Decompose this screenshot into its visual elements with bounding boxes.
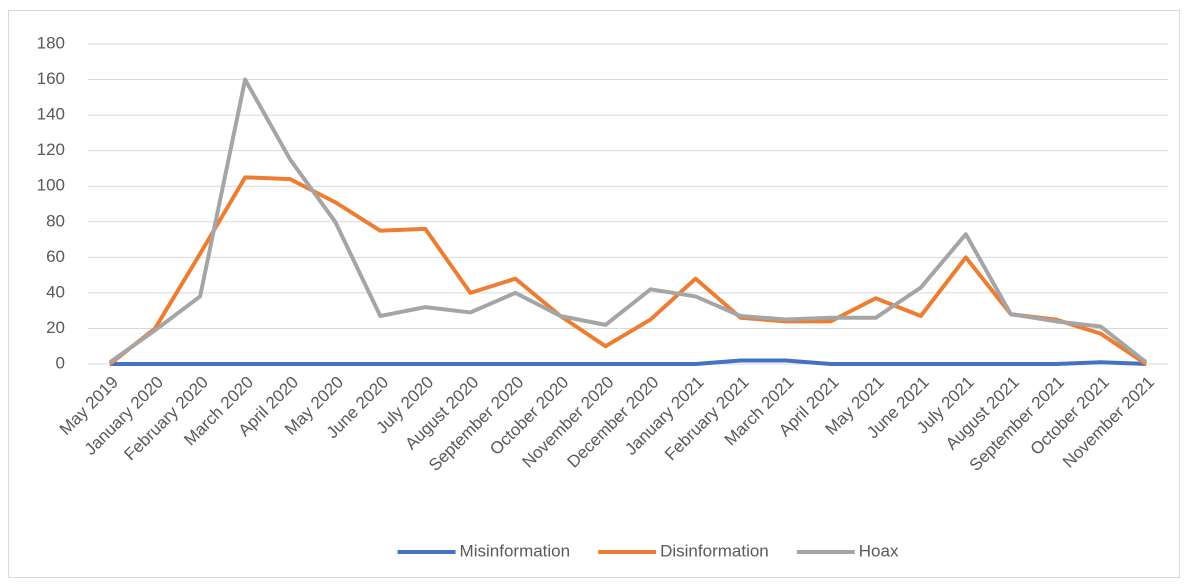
- line-series: [108, 175, 1148, 366]
- chart-border: [8, 10, 1180, 578]
- y-tick-label: 180: [37, 33, 65, 52]
- legend: Misinformation Disinformation Hoax: [397, 541, 899, 560]
- y-tick-label: 120: [37, 140, 65, 159]
- line-series: [110, 358, 1147, 366]
- y-tick-label: 40: [46, 282, 65, 301]
- legend-label: Disinformation: [660, 541, 769, 560]
- legend-label: Misinformation: [460, 541, 571, 560]
- y-tick-label: 100: [37, 176, 65, 195]
- y-tick-label: 80: [46, 211, 65, 230]
- y-tick-label: 0: [56, 353, 65, 372]
- legend-label: Hoax: [859, 541, 899, 560]
- y-tick-label: 20: [46, 318, 65, 337]
- y-tick-label: 160: [37, 69, 65, 88]
- line-series: [108, 77, 1148, 364]
- y-tick-label: 140: [37, 105, 65, 124]
- y-tick-label: 60: [46, 247, 65, 266]
